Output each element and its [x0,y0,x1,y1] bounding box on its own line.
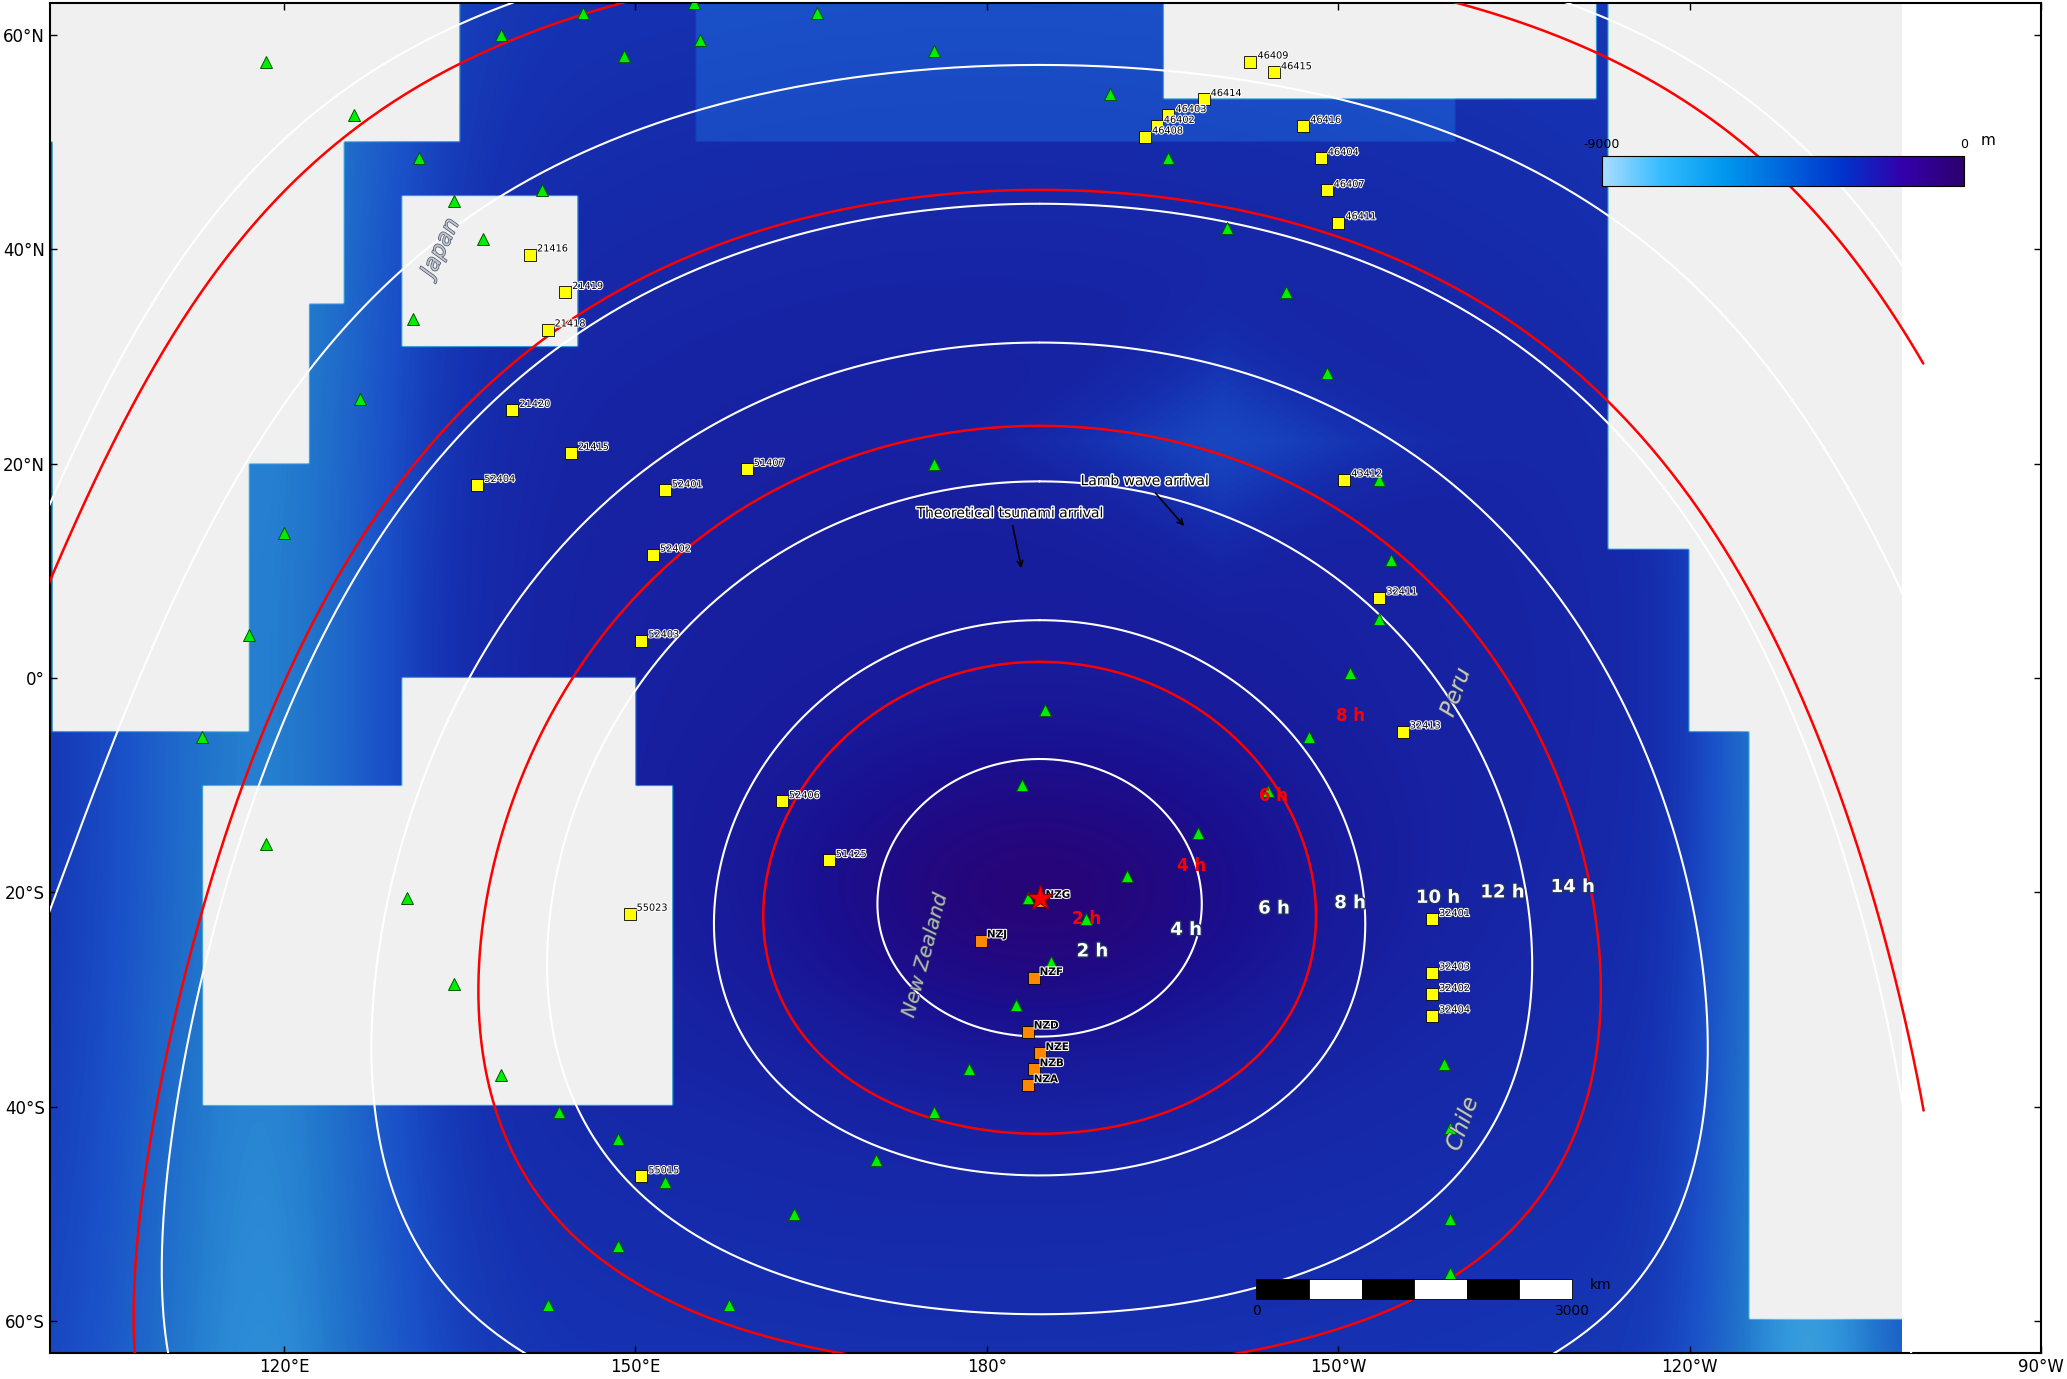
Text: 21420: 21420 [519,399,550,410]
Text: 46414: 46414 [1211,88,1242,98]
Text: 52402: 52402 [659,543,690,553]
Text: 46404: 46404 [1327,148,1358,157]
Bar [1519,1280,1573,1299]
Text: 32404: 32404 [1439,1004,1470,1015]
Text: 46407: 46407 [1333,179,1364,189]
Text: 46415: 46415 [1282,61,1313,72]
Text: NZA: NZA [1034,1074,1058,1084]
Text: 10 h: 10 h [1416,889,1459,907]
Text: 52401: 52401 [672,480,703,490]
Text: 46411: 46411 [1346,211,1377,221]
Text: 21419: 21419 [573,281,604,291]
Text: Lamb wave arrival: Lamb wave arrival [1081,474,1209,524]
Bar [1257,1280,1308,1299]
Text: NZF: NZF [1040,967,1062,976]
Text: 14 h: 14 h [1550,878,1594,896]
Bar [1468,1280,1519,1299]
Text: 55023: 55023 [637,903,668,913]
Text: 21418: 21418 [554,319,585,328]
Text: 52403: 52403 [649,629,680,640]
Text: 32402: 32402 [1439,983,1470,993]
Text: 46408: 46408 [1151,125,1182,135]
Text: 52404: 52404 [484,474,515,484]
Text: 51407: 51407 [754,458,785,467]
Text: New Zealand: New Zealand [899,891,951,1019]
Text: 21416: 21416 [537,244,568,254]
Text: 8 h: 8 h [1335,894,1366,912]
Text: 46416: 46416 [1310,114,1341,125]
Text: NZG: NZG [1046,889,1071,900]
Text: 8 h: 8 h [1335,706,1364,724]
Text: 51425: 51425 [835,849,866,859]
Text: 21415: 21415 [579,441,610,452]
Text: 3000: 3000 [1554,1303,1590,1318]
Text: 46409: 46409 [1257,51,1288,61]
Text: 4 h: 4 h [1170,921,1201,939]
Text: 32413: 32413 [1410,720,1441,731]
Text: NZE: NZE [1046,1043,1069,1052]
Text: 12 h: 12 h [1480,884,1523,902]
Text: NZB: NZB [1040,1058,1065,1069]
Text: 6 h: 6 h [1259,899,1290,917]
Text: 0: 0 [1253,1303,1261,1318]
Text: NZJ: NZJ [986,929,1007,939]
Text: 43412: 43412 [1352,469,1383,479]
Bar [1414,1280,1468,1299]
Text: Peru: Peru [1439,666,1474,720]
Text: m: m [1980,132,1995,148]
Text: 52406: 52406 [790,790,821,800]
Text: 2 h: 2 h [1073,910,1102,928]
Text: 46402: 46402 [1164,114,1195,125]
Text: Theoretical tsunami arrival: Theoretical tsunami arrival [916,506,1104,567]
Text: km: km [1590,1278,1612,1292]
Text: 4 h: 4 h [1178,856,1207,874]
Text: 46403: 46403 [1176,103,1207,114]
Text: Japan: Japan [420,215,463,280]
Text: 32403: 32403 [1439,961,1470,972]
Text: 32411: 32411 [1387,586,1418,597]
Text: 6 h: 6 h [1259,787,1288,805]
Bar [1308,1280,1362,1299]
Text: NZD: NZD [1034,1020,1058,1030]
Bar [1362,1280,1414,1299]
Text: 2 h: 2 h [1077,942,1108,960]
Text: 32401: 32401 [1439,907,1470,918]
Text: 55015: 55015 [649,1165,680,1175]
Text: Chile: Chile [1443,1095,1482,1154]
